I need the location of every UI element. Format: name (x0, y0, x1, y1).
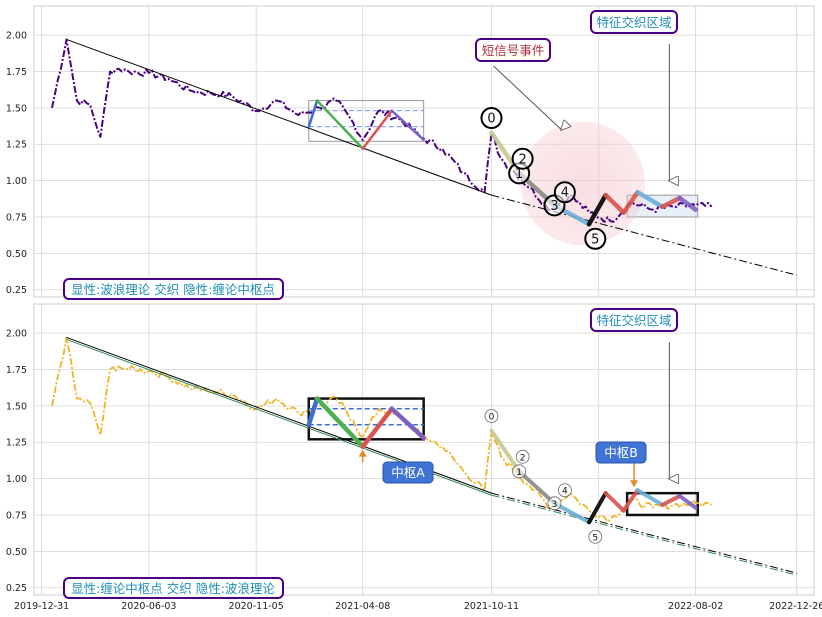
feature-zone-annotation-top: 特征交织区域 (590, 10, 678, 34)
caption-top: 显性:波浪理论 交织 隐性:缠论中枢点 (63, 278, 284, 300)
wave-segment (677, 195, 698, 212)
trend-line-forecast (491, 194, 797, 276)
wave-label: 1 (516, 468, 522, 478)
feature-zone-label-bottom: 特征交织区域 (596, 313, 671, 328)
trend-line-shadow-forecast (491, 494, 797, 576)
zs-b-pointer-head (630, 480, 639, 488)
y-tick-label: 1.00 (6, 474, 27, 485)
zigzag-segment-a (361, 109, 394, 150)
wave-point (515, 449, 530, 464)
wave-point (553, 181, 576, 204)
wave-segment (635, 189, 665, 210)
zigzag-segment-a (360, 406, 395, 449)
wave-point (512, 464, 527, 479)
zs-a-pointer-head (358, 449, 367, 457)
y-tick-label: 0.75 (6, 212, 27, 223)
wave-label: 2 (520, 453, 526, 463)
wave-segment (603, 491, 626, 513)
wave-point (480, 107, 503, 130)
y-tick-label: 1.50 (6, 401, 27, 412)
zs-a-label: 中枢A (391, 465, 425, 480)
y-tick-label: 2.00 (6, 31, 27, 42)
y-tick-label: 0.25 (6, 285, 27, 296)
y-tick-label: 2.00 (6, 329, 27, 340)
x-tick-label: 2021-04-08 (335, 601, 390, 612)
wave-label: 5 (592, 533, 598, 543)
caption-bottom-label: 显性:缠论中枢点 交织 隐性:波浪理论 (71, 581, 275, 596)
y-tick-label: 1.25 (6, 140, 27, 151)
y-tick-label: 1.00 (6, 176, 27, 187)
zigzag-segment-a (314, 396, 365, 449)
wave-label: 3 (552, 500, 558, 510)
y-tick-label: 1.50 (6, 103, 27, 114)
wave-label: 0 (489, 413, 495, 423)
trend-line-forecast (491, 492, 797, 574)
wave-label: 1 (515, 167, 523, 182)
wave-point (588, 529, 603, 544)
zs-a-annotation: 中枢A (382, 461, 434, 484)
zs-b-annotation: 中枢B (595, 441, 647, 464)
feature-zone-annotation-bottom: 特征交织区域 (590, 308, 678, 332)
x-tick-label: 2022-08-02 (668, 601, 723, 612)
wave-point (484, 409, 499, 423)
x-tick-label: 2019-12-31 (14, 601, 69, 612)
wave-segment (586, 192, 608, 227)
wave-segment (621, 189, 640, 215)
y-tick-label: 0.75 (6, 510, 27, 521)
wave-label: 5 (591, 232, 599, 247)
short-signal-label: 短信号事件 (482, 43, 545, 58)
x-tick-label: 2020-06-03 (121, 601, 176, 612)
feature-zone-label-top: 特征交织区域 (596, 15, 671, 30)
wave-segment (621, 488, 640, 513)
y-tick-label: 1.25 (6, 438, 27, 449)
zigzag-segment-a (307, 99, 319, 129)
wave-segment (635, 488, 665, 507)
short-signal-arrow (493, 65, 561, 130)
wave-segment (587, 491, 608, 525)
zs-b-label: 中枢B (604, 445, 638, 460)
wave-label: 4 (561, 186, 569, 201)
top-panel-frame (33, 5, 815, 298)
price-series (51, 38, 713, 223)
bottom-panel-frame (33, 303, 815, 596)
short-signal-annotation: 短信号事件 (475, 38, 551, 62)
zigzag-segment-a (315, 99, 364, 150)
wave-segment (489, 428, 522, 474)
wave-label: 4 (562, 487, 568, 497)
caption-top-label: 显性:波浪理论 交织 隐性:缠论中枢点 (71, 282, 275, 297)
x-tick-label: 2020-11-05 (229, 601, 284, 612)
wave-segment (517, 469, 557, 506)
zigzag-segment-a (306, 396, 320, 428)
y-tick-label: 1.75 (6, 67, 27, 78)
wave-label: 2 (518, 152, 526, 167)
caption-bottom: 显性:缠论中枢点 交织 隐性:波浪理论 (63, 577, 284, 599)
zigzag-segment-a (389, 406, 426, 441)
trend-line (66, 38, 492, 196)
wave-segment (677, 494, 698, 510)
x-tick-label: 2021-10-11 (464, 601, 519, 612)
y-tick-label: 0.50 (6, 249, 27, 260)
wave-label: 0 (487, 112, 495, 127)
wave-point (511, 147, 534, 170)
wave-point (557, 483, 572, 498)
signal-glow (520, 121, 645, 246)
wave-label: 3 (550, 199, 558, 214)
x-tick-label: 2022-12-26 (769, 601, 822, 612)
price-series (51, 336, 713, 523)
y-tick-label: 0.25 (6, 583, 27, 594)
wave-segment (660, 195, 682, 210)
wave-point (584, 227, 607, 250)
wave-segment (660, 494, 682, 507)
wave-point (547, 496, 562, 511)
central-box-a (308, 100, 425, 142)
zigzag-segment-a (390, 109, 425, 142)
y-tick-label: 1.75 (6, 365, 27, 376)
wave-segment (603, 192, 626, 215)
y-tick-label: 0.50 (6, 547, 27, 558)
